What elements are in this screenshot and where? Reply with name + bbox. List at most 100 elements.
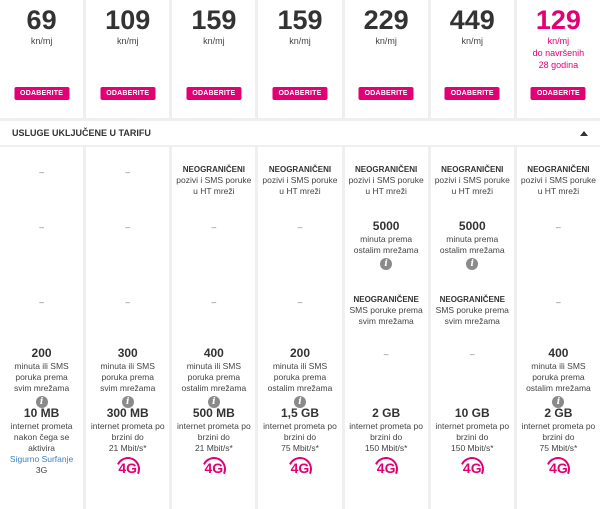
feature-amount: 300 MB: [106, 406, 149, 420]
feature-amount: 10 MB: [23, 406, 60, 420]
4g-icon: 4G: [456, 453, 488, 485]
plan-column: NEOGRANIČENI pozivi i SMS poruke u HT mre…: [258, 147, 342, 509]
feature-cell: 400 minuta ili SMS poruka prema ostalim mr…: [172, 346, 255, 408]
info-icon[interactable]: i: [121, 396, 134, 408]
4g-icon: 4G: [112, 453, 144, 485]
info-icon[interactable]: i: [552, 396, 565, 408]
info-wrap: i: [176, 394, 251, 408]
feature-text: minuta ili SMS poruka prema: [100, 361, 155, 382]
plan-unit: kn/mj: [547, 36, 570, 46]
plan-price: 109: [105, 5, 151, 35]
feature-cell: 300 MB internet prometa po brzini do 21 Mb…: [86, 406, 169, 485]
info-wrap: i: [262, 394, 337, 408]
info-wrap: i: [90, 394, 165, 408]
4g-icon: 4G: [543, 453, 574, 485]
feature-cell: 5000 minuta prema ostalim mrežama i: [345, 219, 428, 270]
plan-price: 449: [449, 5, 495, 35]
plan-price: 129: [535, 5, 581, 35]
feature-amount: 5000: [372, 219, 400, 233]
empty-dash: –: [297, 297, 303, 307]
info-wrap: i: [349, 256, 424, 270]
feature-text-emph: svim mrežama: [100, 383, 156, 393]
plan-unit: kn/mj: [461, 36, 484, 46]
select-plan-button[interactable]: ODABERITE: [444, 87, 500, 100]
feature-cell: NEOGRANIČENI pozivi i SMS poruke u HT mre…: [517, 164, 600, 197]
feature-amount: 300: [117, 346, 138, 360]
feature-text-emph: 21 Mbit/s*: [108, 443, 147, 453]
select-plan-button[interactable]: ODABERITE: [186, 87, 242, 100]
feature-cell: 300 minuta ili SMS poruka prema svim mreža…: [86, 346, 169, 408]
select-plan-button[interactable]: ODABERITE: [358, 87, 414, 100]
4g-label: 4G: [549, 460, 568, 476]
section-header[interactable]: USLUGE UKLJUČENE U TARIFU: [0, 121, 600, 145]
select-plan-button[interactable]: ODABERITE: [272, 87, 328, 100]
plan-column: NEOGRANIČENI pozivi i SMS poruke u HT mre…: [430, 147, 514, 509]
plan-card: 69 kn/mj ODABERITE: [0, 0, 84, 118]
feature-text: minuta prema ostalim mrežama: [439, 234, 505, 255]
plan-card: 109 kn/mj ODABERITE: [86, 0, 170, 118]
plan-price: 159: [277, 5, 323, 35]
g4-wrap: 4G: [176, 453, 251, 485]
plan-column: NEOGRANIČENI pozivi i SMS poruke u HT mre…: [344, 147, 428, 509]
plan-note: do navršenih 28 godina: [532, 48, 585, 70]
g4-wrap: 4G: [521, 453, 596, 485]
4g-icon: 4G: [198, 453, 230, 485]
feature-cell: 5000 minuta prema ostalim mrežama i: [431, 219, 514, 270]
plan-unit: kn/mj: [30, 36, 53, 46]
feature-heading: NEOGRANIČENE: [439, 295, 505, 304]
feature-cell: 200 minuta ili SMS poruka prema ostalim mr…: [258, 346, 341, 408]
feature-cell: 2 GB internet prometa po brzini do 75 Mbit…: [517, 406, 600, 485]
plan-column: NEOGRANIČENI pozivi i SMS poruke u HT mre…: [516, 147, 600, 509]
select-plan-button[interactable]: ODABERITE: [530, 87, 586, 100]
feature-cell: NEOGRANIČENI pozivi i SMS poruke u HT mre…: [258, 164, 341, 197]
empty-dash: –: [125, 297, 131, 307]
feature-text-emph: ostalim mrežama: [526, 383, 591, 393]
info-icon[interactable]: i: [380, 258, 393, 270]
feature-heading: NEOGRANIČENI: [182, 165, 245, 174]
feature-text-emph: 150 Mbit/s*: [364, 443, 408, 453]
empty-dash: –: [39, 297, 44, 307]
plan-cards: 69 kn/mj ODABERITE 109 kn/mj ODABERITE 159 kn/m…: [0, 0, 600, 118]
feature-cell: 2 GB internet prometa po brzini do 150 Mbi…: [345, 406, 428, 485]
feature-cell: –: [0, 222, 83, 233]
feature-amount: 10 GB: [454, 406, 490, 420]
feature-amount: 5000: [458, 219, 486, 233]
4g-label: 4G: [376, 460, 396, 476]
info-wrap: i: [435, 256, 510, 270]
feature-cell: –: [86, 222, 169, 233]
tariff-features-table: – – –200 minuta ili SMS poruka prema svim mr…: [0, 147, 600, 509]
feature-heading: NEOGRANIČENI: [527, 165, 590, 174]
info-icon[interactable]: i: [35, 396, 48, 408]
feature-amount: 1,5 GB: [280, 406, 319, 420]
plan-price: 69: [26, 5, 57, 35]
plan-unit: kn/mj: [203, 36, 225, 46]
feature-amount: 200: [31, 346, 52, 360]
feature-text: pozivi i SMS poruke u HT mreži: [262, 175, 338, 196]
plan-card: 159 kn/mj ODABERITE: [258, 0, 342, 118]
feature-cell: –: [431, 349, 514, 360]
select-plan-button[interactable]: ODABERITE: [100, 87, 156, 100]
info-icon[interactable]: i: [466, 258, 479, 270]
feature-cell: 400 minuta ili SMS poruka prema ostalim mr…: [517, 346, 600, 408]
select-plan-button[interactable]: ODABERITE: [14, 87, 70, 100]
plan-price: 159: [191, 5, 237, 35]
feature-cell: NEOGRANIČENE SMS poruke prema svim mrežam…: [431, 294, 514, 327]
feature-text: internet prometa po brzini do: [176, 421, 251, 442]
g4-wrap: 4G: [349, 453, 424, 485]
empty-dash: –: [211, 297, 217, 307]
sigurno-surfanje-link[interactable]: Sigurno Surfanje: [9, 454, 74, 464]
network-label: 3G: [35, 465, 48, 475]
feature-cell: –: [0, 297, 83, 308]
plan-card: 449 kn/mj ODABERITE: [430, 0, 514, 118]
feature-text: pozivi i SMS poruke u HT mreži: [434, 175, 510, 196]
feature-cell: 500 MB internet prometa po brzini do 21 Mb…: [172, 406, 255, 485]
empty-dash: –: [211, 222, 217, 232]
feature-amount: 200: [289, 346, 310, 360]
feature-amount: 2 GB: [544, 406, 573, 420]
caret-up-icon[interactable]: [580, 130, 588, 136]
feature-cell: NEOGRANIČENI pozivi i SMS poruke u HT mre…: [431, 164, 514, 197]
info-icon[interactable]: i: [293, 396, 306, 408]
info-icon[interactable]: i: [207, 396, 220, 408]
plan-card: 229 kn/mj ODABERITE: [344, 0, 428, 118]
feature-cell: –: [0, 167, 83, 178]
